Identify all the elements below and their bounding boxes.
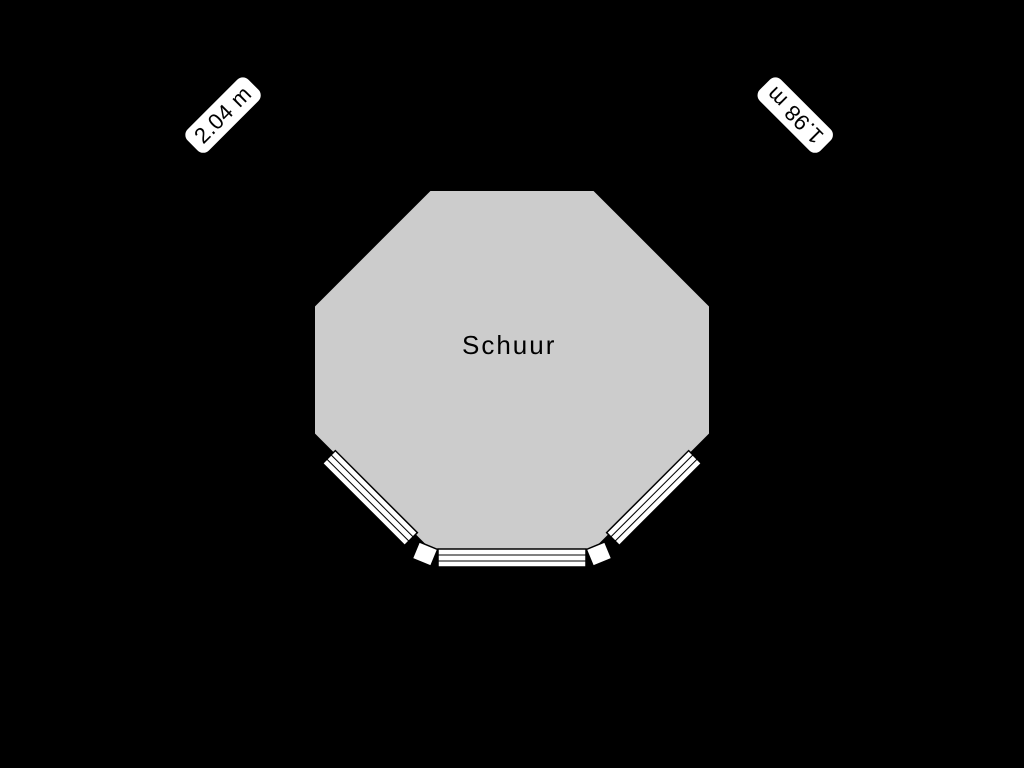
floorplan-canvas: Schuur 2.04 m 1.98 m (0, 0, 1024, 768)
room-label: Schuur (462, 330, 556, 361)
window-bottom (438, 549, 586, 567)
floorplan-svg (0, 0, 1024, 768)
